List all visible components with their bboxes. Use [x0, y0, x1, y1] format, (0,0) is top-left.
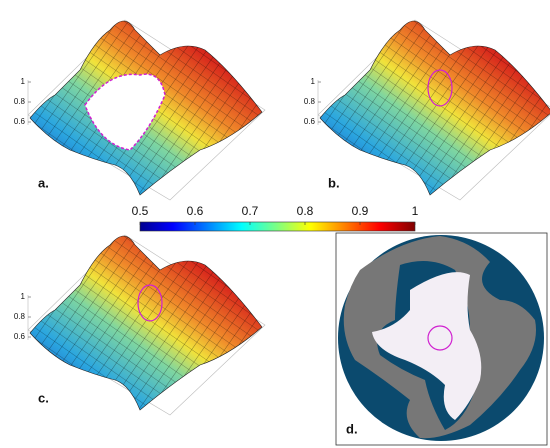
surface-panel: 1 0.8 0.6 b. [304, 19, 550, 201]
surface-panel: 1 0.8 0.6 c. [14, 234, 266, 416]
region-circle [427, 69, 453, 107]
surface-mesh [30, 236, 262, 410]
z-tick-label: 0.8 [304, 97, 316, 106]
z-tick-label: 0.8 [14, 312, 26, 321]
panel-label: b. [328, 175, 340, 190]
panel-label: d. [346, 421, 358, 436]
colorbar-tick-label: 0.5 [132, 204, 149, 218]
colorbar-scale [139, 221, 416, 232]
z-tick-label: 1 [311, 77, 316, 86]
sea-ice [372, 272, 482, 420]
z-tick-label: 0.6 [14, 332, 26, 341]
surface-panel: 1 0.8 0.6 a. [14, 19, 266, 201]
colorbar-tick-label: 1 [412, 204, 419, 218]
panel-label: a. [38, 175, 49, 190]
colorbar-tick-label: 0.9 [352, 204, 369, 218]
panels: 1 0.8 0.6 a. 1 0.8 0.6 b. 1 0.8 0.6 c. [14, 19, 550, 416]
colorbar: 0.5 0.6 0.7 0.8 0.9 1 [132, 204, 419, 232]
z-tick-label: 0.6 [14, 117, 26, 126]
region-circle [137, 284, 163, 322]
map-panel: d. [335, 232, 548, 446]
colorbar-tick-label: 0.6 [187, 204, 204, 218]
z-tick-label: 0.6 [304, 117, 316, 126]
region-circle [427, 325, 453, 351]
panel-label: c. [38, 390, 49, 405]
surface-mesh [320, 21, 550, 195]
z-tick-label: 1 [21, 292, 26, 301]
colorbar-tick-label: 0.8 [297, 204, 314, 218]
z-tick-label: 0.8 [14, 97, 26, 106]
data-gap [84, 73, 166, 151]
z-tick-label: 1 [21, 77, 26, 86]
colorbar-tick-label: 0.7 [242, 204, 259, 218]
